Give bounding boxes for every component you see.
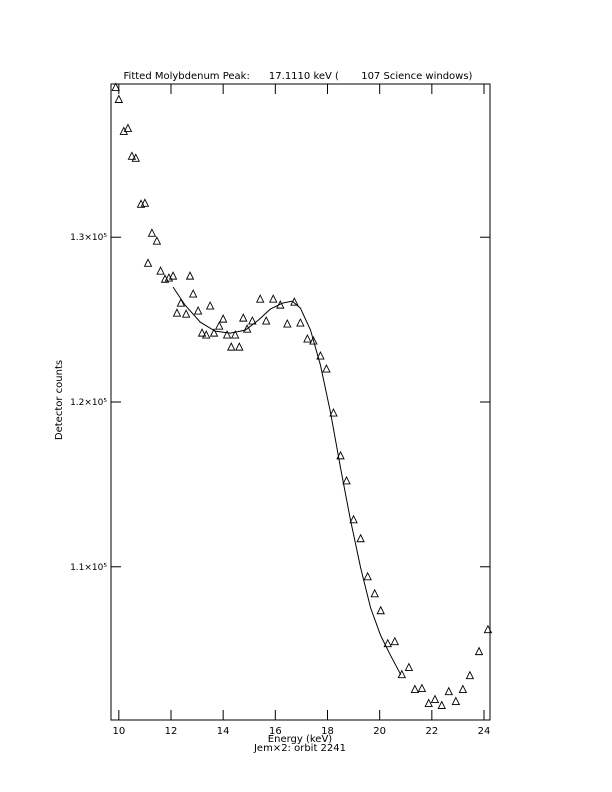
data-point bbox=[336, 450, 345, 460]
x-tick-label: 18 bbox=[321, 726, 334, 737]
x-tick-label: 20 bbox=[373, 726, 386, 737]
data-point bbox=[404, 662, 414, 672]
data-point bbox=[329, 408, 338, 417]
data-point bbox=[111, 82, 120, 91]
data-point bbox=[147, 228, 157, 237]
data-point bbox=[296, 318, 305, 327]
data-point bbox=[239, 313, 248, 322]
data-point bbox=[242, 324, 252, 333]
data-point bbox=[152, 236, 162, 245]
data-point bbox=[376, 605, 385, 615]
data-point bbox=[123, 123, 133, 132]
x-tick-label: 24 bbox=[478, 726, 491, 737]
data-point bbox=[303, 334, 312, 343]
data-point bbox=[218, 314, 228, 323]
x-tick-label: 14 bbox=[217, 726, 230, 737]
data-point bbox=[370, 588, 379, 598]
data-point bbox=[356, 533, 365, 543]
data-point bbox=[168, 271, 178, 280]
data-point bbox=[140, 198, 150, 207]
data-point bbox=[222, 330, 232, 339]
y-axis-label: Detector counts bbox=[54, 360, 65, 440]
data-point bbox=[127, 151, 137, 160]
data-point bbox=[410, 684, 420, 693]
x-tick-label: 16 bbox=[269, 726, 282, 737]
data-point bbox=[465, 670, 475, 680]
data-point bbox=[176, 298, 186, 307]
data-point bbox=[269, 294, 278, 303]
data-point bbox=[417, 683, 427, 692]
data-point bbox=[309, 336, 318, 345]
data-point bbox=[430, 694, 440, 704]
x-axis-label: Energy (keV) bbox=[268, 734, 333, 745]
data-point bbox=[248, 316, 257, 325]
data-point bbox=[458, 684, 468, 693]
data-point bbox=[215, 321, 224, 330]
data-point bbox=[390, 636, 400, 646]
data-point bbox=[424, 698, 433, 707]
data-point bbox=[235, 342, 244, 351]
y-tick-label: 1.3×10⁵ bbox=[70, 233, 107, 243]
data-point bbox=[255, 294, 265, 303]
chart-title: Fitted Molybdenum Peak: 17.1110 keV ( 10… bbox=[124, 71, 473, 82]
data-point bbox=[322, 364, 331, 373]
data-point bbox=[316, 351, 325, 360]
data-point bbox=[114, 94, 124, 103]
data-point bbox=[383, 638, 392, 648]
data-point bbox=[349, 514, 358, 524]
data-point bbox=[342, 475, 351, 485]
fit-line bbox=[172, 286, 402, 675]
y-tick-label: 1.1×10⁵ bbox=[70, 563, 107, 573]
data-point bbox=[205, 301, 215, 310]
data-point bbox=[363, 571, 372, 581]
data-point bbox=[451, 696, 461, 705]
data-point bbox=[261, 316, 271, 325]
x-tick-label: 12 bbox=[165, 726, 178, 737]
data-point bbox=[230, 330, 240, 339]
data-point bbox=[131, 153, 141, 162]
data-point bbox=[197, 328, 207, 337]
data-point bbox=[283, 319, 292, 328]
x-tick-label: 22 bbox=[425, 726, 438, 737]
y-tick-label: 1.2×10⁵ bbox=[70, 398, 107, 408]
data-point bbox=[193, 306, 203, 315]
data-point bbox=[444, 686, 454, 696]
data-point bbox=[474, 646, 484, 656]
data-point bbox=[185, 271, 195, 280]
data-point bbox=[201, 330, 211, 339]
data-point bbox=[181, 309, 191, 318]
data-point bbox=[172, 308, 182, 317]
data-point bbox=[143, 258, 153, 267]
data-point bbox=[437, 700, 446, 709]
data-point bbox=[119, 126, 129, 135]
data-point bbox=[227, 342, 236, 351]
data-point bbox=[188, 289, 198, 298]
subtitle: Jem×2: orbit 2241 bbox=[253, 743, 346, 754]
data-point bbox=[156, 266, 165, 275]
data-point bbox=[209, 328, 219, 337]
x-tick-label: 10 bbox=[112, 726, 125, 737]
data-point bbox=[483, 624, 493, 634]
